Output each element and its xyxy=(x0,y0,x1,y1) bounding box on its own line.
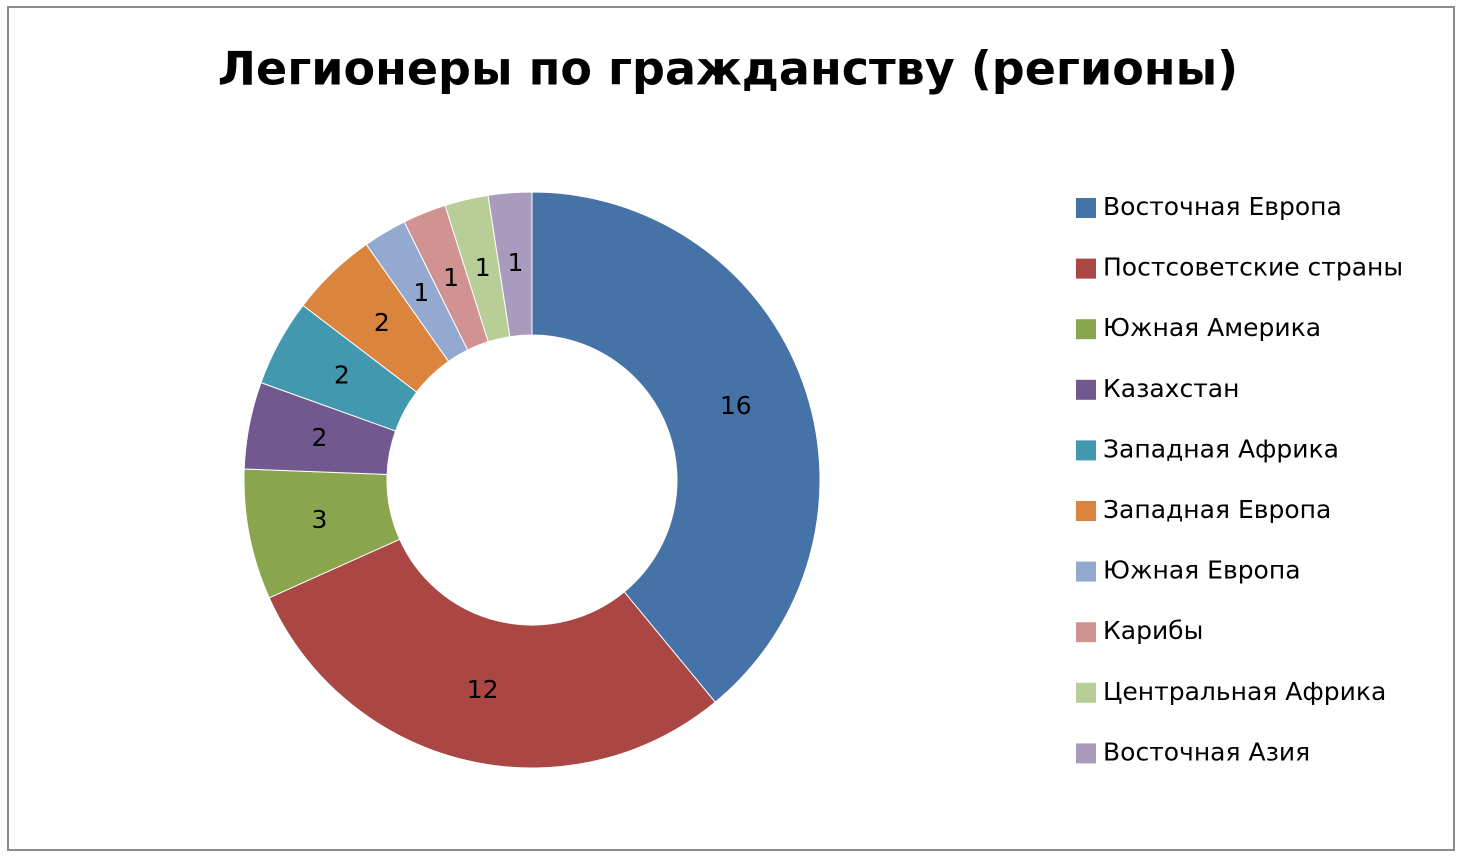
legend-text: Постсоветские страны xyxy=(1103,253,1403,282)
legend-swatch xyxy=(1076,258,1096,279)
slice-label: 2 xyxy=(374,308,390,337)
legend-swatch xyxy=(1076,682,1096,703)
legend-swatch xyxy=(1076,561,1096,582)
legend-text: Западная Африка xyxy=(1103,434,1339,463)
slice-label: 12 xyxy=(467,675,499,704)
legend-text: Западная Европа xyxy=(1103,495,1331,524)
legend-swatch xyxy=(1076,198,1096,218)
legend-text: Центральная Африка xyxy=(1103,677,1386,706)
legend-swatch xyxy=(1076,440,1096,461)
donut-slice xyxy=(268,538,716,769)
chart-title: Легионеры по гражданству (регионы) xyxy=(218,42,1238,96)
donut-slice xyxy=(487,191,533,338)
slice-label: 1 xyxy=(475,253,491,282)
slice-label: 2 xyxy=(334,361,350,390)
legend-swatch xyxy=(1076,622,1096,643)
legend-text: Казахстан xyxy=(1103,374,1239,403)
slice-label: 1 xyxy=(443,263,459,292)
slice-label: 1 xyxy=(413,278,429,307)
legend-swatch xyxy=(1076,743,1096,764)
legend-text: Южная Америка xyxy=(1103,313,1321,342)
slice-label: 16 xyxy=(720,391,752,420)
slice-label: 2 xyxy=(312,423,328,452)
legend-text: Восточная Европа xyxy=(1103,192,1342,221)
slice-label: 1 xyxy=(507,248,523,277)
legend-text: Южная Европа xyxy=(1103,556,1301,585)
slice-label: 3 xyxy=(312,505,328,534)
donut-slice xyxy=(531,191,821,703)
legend-text: Карибы xyxy=(1103,616,1203,645)
legend-swatch xyxy=(1076,319,1096,340)
legend-swatch xyxy=(1076,501,1096,521)
legend-text: Восточная Азия xyxy=(1103,737,1310,766)
legend-swatch xyxy=(1076,379,1096,400)
